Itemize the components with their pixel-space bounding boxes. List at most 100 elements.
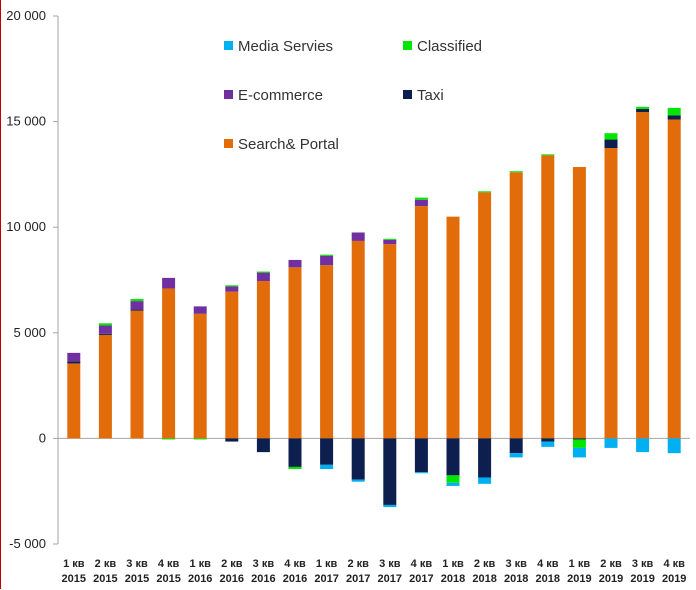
bar-segment-taxi [288, 438, 302, 467]
bar-segment-classified [572, 439, 586, 448]
legend-swatch [403, 41, 412, 50]
x-tick-label-quarter: 1 кв [316, 558, 338, 570]
x-tick-label-quarter: 3 кв [253, 558, 275, 570]
bar-segment-classified [320, 254, 334, 256]
bar-segment-search-portal [130, 310, 144, 439]
bar-segment-taxi [67, 361, 81, 364]
x-tick-label-quarter: 3 кв [505, 558, 527, 570]
x-tick-label-year: 2016 [251, 573, 275, 585]
y-tick-label: 0 [39, 430, 46, 445]
bar-segment-search-portal [67, 363, 81, 439]
bar-segment-media-servies [541, 441, 555, 447]
x-tick-label-quarter: 4 кв [537, 558, 559, 570]
x-tick-label-year: 2018 [504, 573, 528, 585]
bar-segment-classified [383, 238, 397, 240]
bar-segment-e-commerce [288, 259, 302, 268]
y-tick-label: 15 000 [6, 114, 46, 129]
bar-segment-classified [193, 438, 207, 440]
legend-swatch [224, 139, 233, 148]
bar-segment-classified [541, 154, 555, 156]
legend-label: Taxi [417, 87, 444, 104]
x-tick-label-year: 2019 [662, 573, 686, 585]
bar-segment-classified [162, 438, 176, 440]
bar-segment-taxi [98, 333, 112, 335]
bar-segment-e-commerce [130, 301, 144, 310]
bar-segment-e-commerce [383, 239, 397, 245]
bar-segment-taxi [604, 139, 618, 148]
bar-segment-e-commerce [320, 255, 334, 266]
x-tick-label-year: 2017 [314, 573, 338, 585]
bar-segment-e-commerce [414, 199, 428, 207]
x-tick-label-quarter: 2 кв [600, 558, 622, 570]
bar-segment-search-portal [256, 281, 270, 439]
bar-segment-taxi [572, 438, 586, 440]
bar-segment-classified [478, 191, 492, 193]
bar-segment-search-portal [320, 265, 334, 439]
bar-segment-classified [667, 107, 681, 116]
bar-segment-taxi [351, 438, 365, 480]
y-tick-label: 5 000 [13, 325, 46, 340]
bar-segment-media-servies [572, 447, 586, 458]
x-tick-label-quarter: 1 кв [189, 558, 211, 570]
bar-segment-search-portal [98, 334, 112, 439]
bar-segment-taxi [446, 438, 460, 476]
bar-segment-search-portal [541, 155, 555, 439]
bar-segment-media-servies [478, 477, 492, 484]
x-tick-label-quarter: 2 кв [474, 558, 496, 570]
x-tick-label-year: 2018 [441, 573, 465, 585]
bar-segment-classified [288, 466, 302, 470]
x-tick-label-year: 2015 [125, 573, 149, 585]
bar-segment-classified [509, 171, 523, 173]
x-tick-label-year: 2015 [62, 573, 86, 585]
bar-segment-search-portal [636, 112, 650, 439]
x-tick-label-quarter: 3 кв [126, 558, 148, 570]
bar-segment-taxi [256, 438, 270, 453]
bar-segment-search-portal [414, 206, 428, 439]
x-tick-label-year: 2016 [283, 573, 307, 585]
bar-segment-taxi [478, 438, 492, 478]
bar-segment-media-servies [320, 464, 334, 470]
legend-swatch [403, 90, 412, 99]
legend: Media Servies Classified E-commerce Taxi Sea… [224, 38, 482, 153]
y-tick-label: 10 000 [6, 219, 46, 234]
legend-label: Media Servies [238, 38, 333, 55]
bars [67, 106, 681, 508]
bar-segment-search-portal [225, 291, 239, 439]
bar-segment-search-portal [604, 148, 618, 439]
x-tick-label-quarter: 2 кв [221, 558, 243, 570]
bar-segment-media-servies [414, 472, 428, 474]
x-tick-label-year: 2015 [93, 573, 117, 585]
bar-segment-e-commerce [162, 277, 176, 289]
x-tick-label-quarter: 3 кв [632, 558, 654, 570]
bar-segment-taxi [320, 438, 334, 465]
y-tick-label: 20 000 [6, 8, 46, 23]
legend-label: E-commerce [238, 87, 323, 104]
x-tick-label-quarter: 1 кв [442, 558, 464, 570]
x-tick-label-quarter: 2 кв [95, 558, 117, 570]
bar-segment-media-servies [509, 453, 523, 458]
bar-segment-classified [225, 285, 239, 287]
x-tick-label-year: 2015 [156, 573, 180, 585]
bar-segment-e-commerce [256, 272, 270, 282]
x-tick-label-year: 2017 [378, 573, 402, 585]
x-tick-label-year: 2017 [346, 573, 370, 585]
x-tick-label-year: 2016 [188, 573, 212, 585]
bar-segment-e-commerce [193, 306, 207, 314]
bar-segment-search-portal [572, 167, 586, 439]
x-tick-label-quarter: 1 кв [63, 558, 85, 570]
bar-segment-classified [130, 299, 144, 302]
bar-segment-classified [98, 323, 112, 326]
legend-swatch [224, 41, 233, 50]
x-tick-label-quarter: 4 кв [158, 558, 180, 570]
bar-segment-search-portal [193, 313, 207, 439]
x-tick-label-year: 2017 [409, 573, 433, 585]
bar-segment-media-servies [604, 438, 618, 448]
bar-segment-media-servies [636, 438, 650, 453]
bar-segment-classified [446, 475, 460, 483]
x-tick-label-year: 2019 [630, 573, 654, 585]
x-tick-label-quarter: 3 кв [379, 558, 401, 570]
bar-segment-search-portal [162, 288, 176, 439]
bar-segment-search-portal [509, 172, 523, 439]
